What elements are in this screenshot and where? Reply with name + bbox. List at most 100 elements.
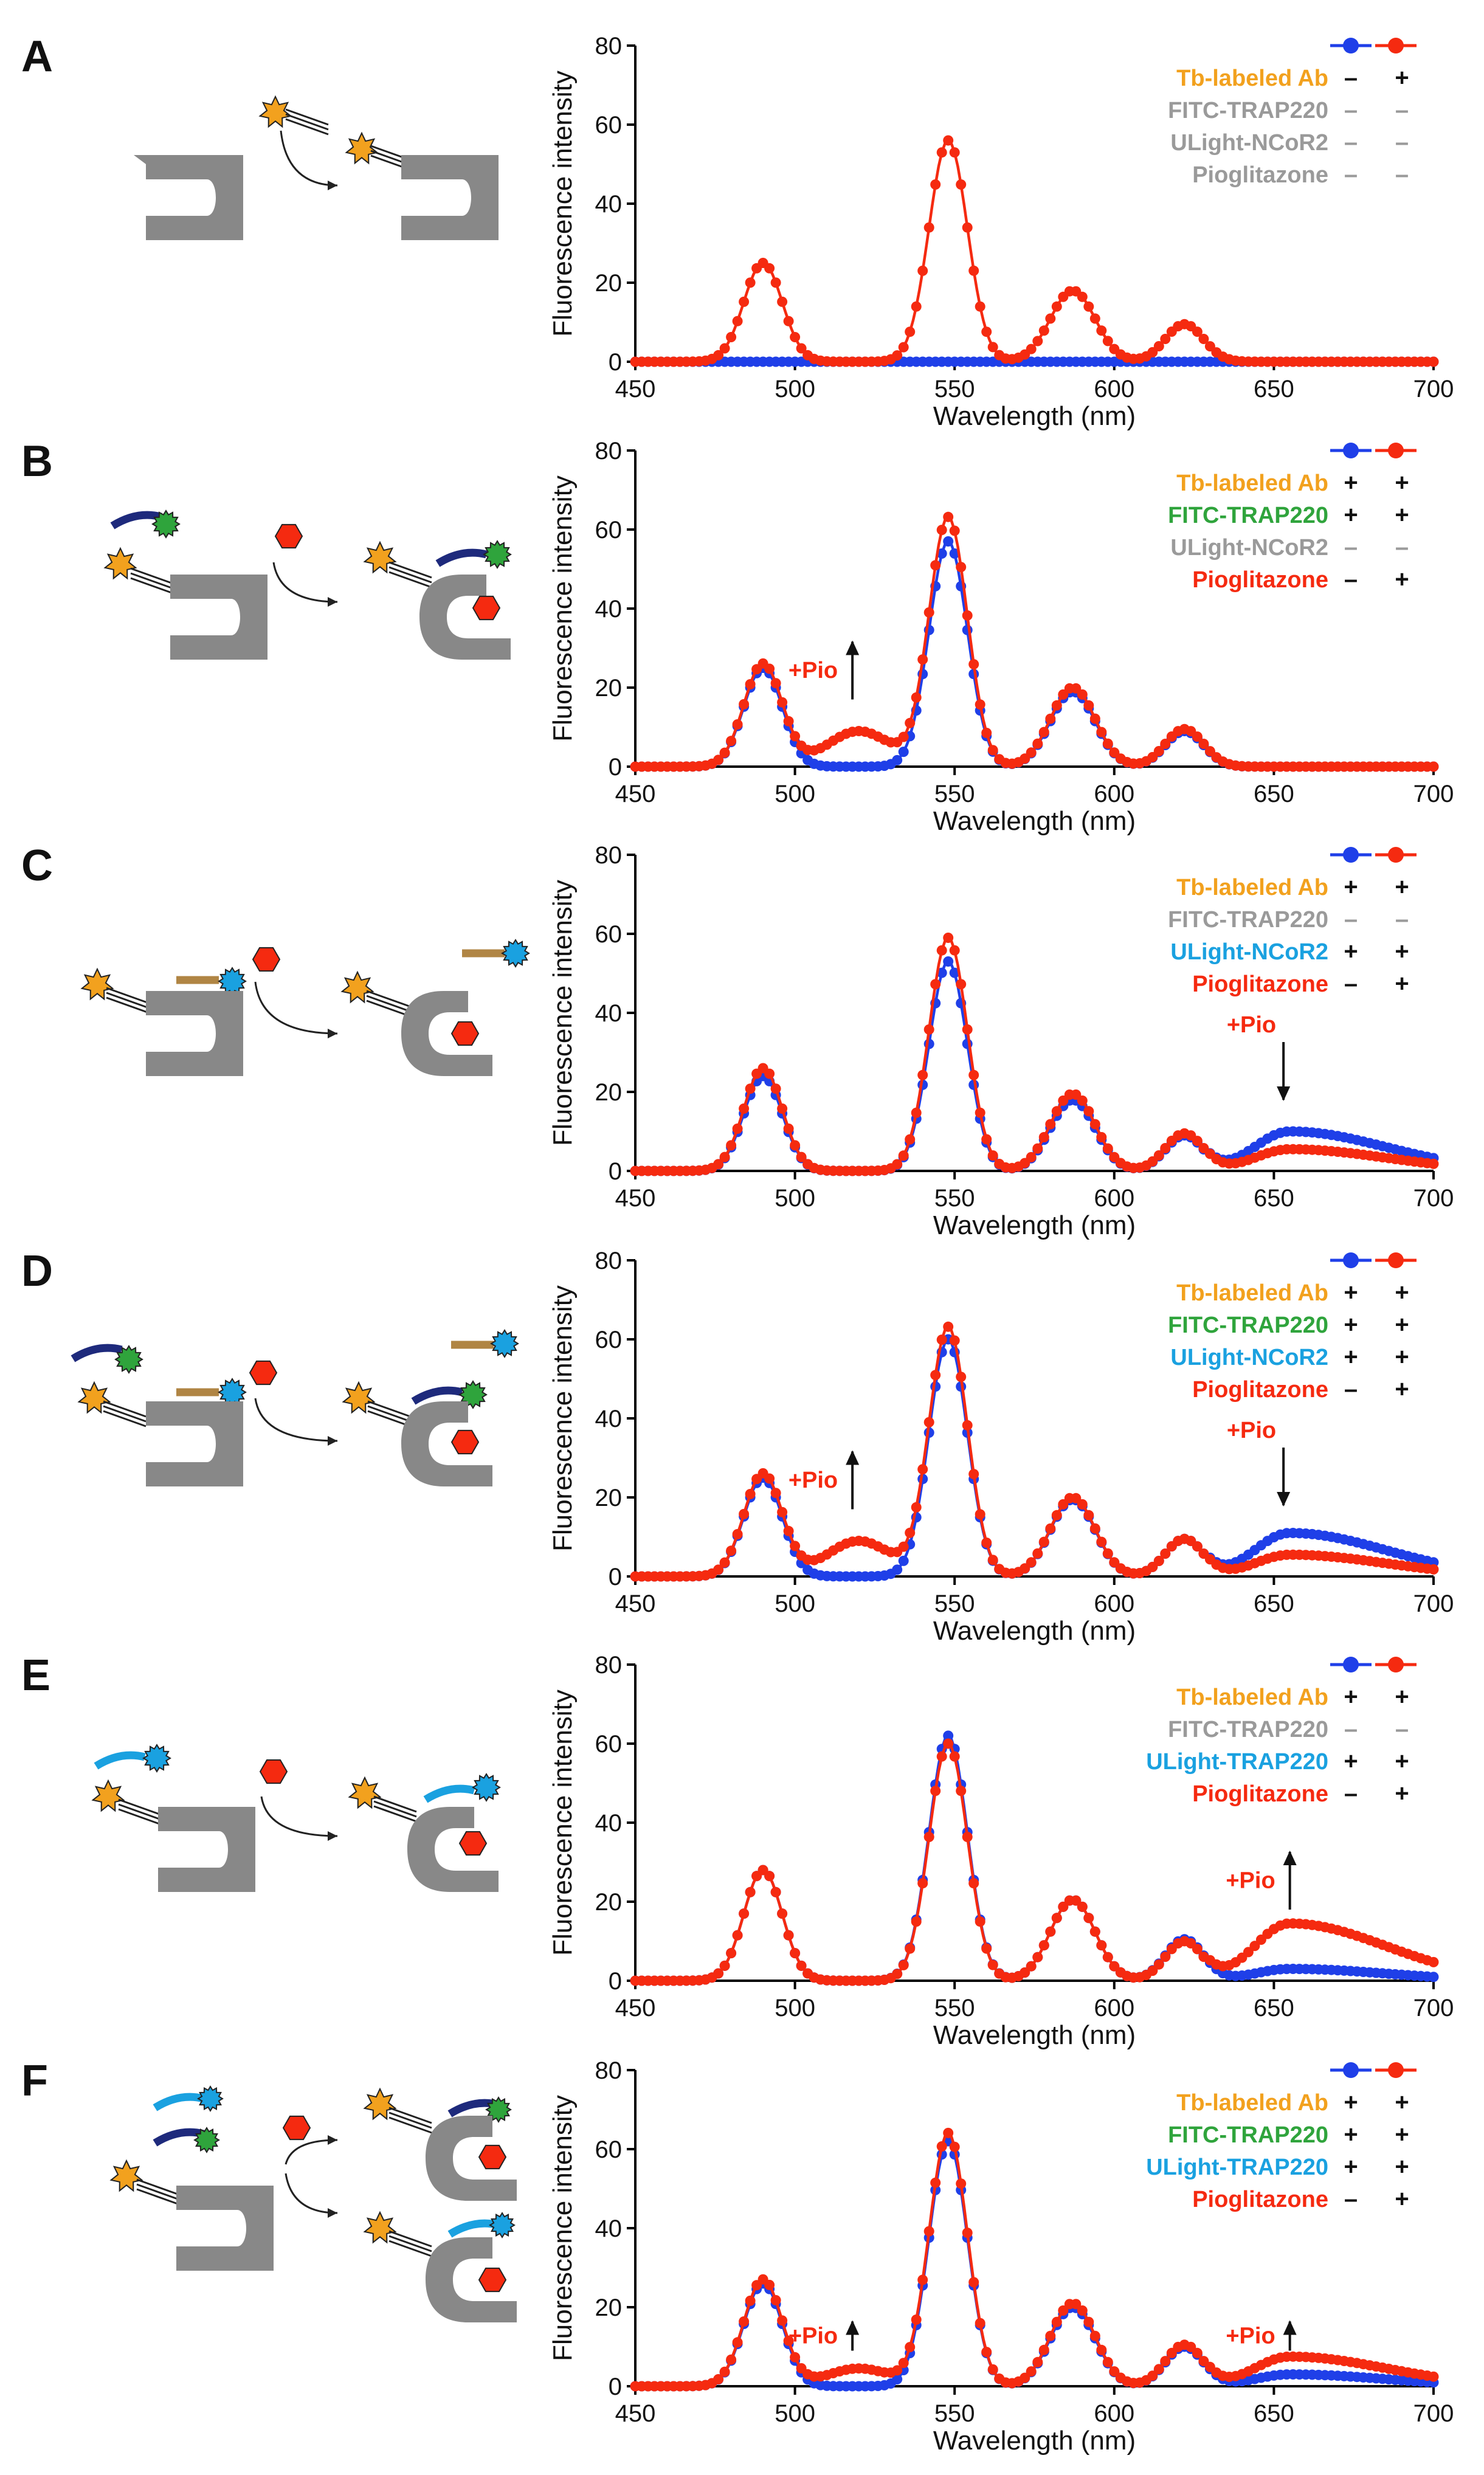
legend-value-red: + [1395, 1311, 1409, 1338]
receptor-icon [170, 575, 267, 660]
y-tick-label: 20 [595, 1485, 623, 1511]
data-point [1026, 1151, 1037, 1162]
data-point [1198, 739, 1209, 749]
data-point [1083, 1913, 1094, 1924]
data-point [949, 945, 960, 956]
data-point [1096, 727, 1107, 737]
data-point [987, 1150, 998, 1161]
data-point [956, 1372, 967, 1382]
x-tick-label: 550 [934, 2400, 975, 2427]
antibody-line [366, 995, 410, 1012]
x-tick-label: 500 [775, 781, 815, 807]
data-point [745, 1886, 756, 1897]
antibody-icon [388, 2107, 432, 2134]
annotation-label: +Pio [1226, 2324, 1275, 2349]
data-point [1153, 746, 1164, 756]
y-tick-label: 0 [609, 1968, 622, 1995]
receptor-body [407, 1807, 499, 1892]
y-tick-label: 80 [595, 33, 623, 60]
receptor-body [146, 991, 243, 1076]
data-point [1083, 301, 1094, 312]
x-tick-label: 550 [934, 1185, 975, 1212]
legend-value-red: – [1395, 534, 1409, 561]
x-axis-label: Wavelength (nm) [933, 806, 1136, 836]
data-point [777, 1103, 788, 1114]
data-point [962, 222, 973, 233]
data-point [739, 1908, 750, 1919]
x-tick-label: 650 [1254, 1185, 1294, 1212]
data-point [968, 2277, 979, 2288]
data-point [783, 716, 794, 727]
legend-label: ULight-TRAP220 [1146, 1749, 1328, 1775]
reaction-arrowhead [328, 597, 337, 607]
y-axis-label: Fluorescence intensity [548, 880, 578, 1146]
legend-value-blue: + [1344, 2121, 1358, 2148]
legend-value-blue: + [1344, 1311, 1358, 1338]
data-point [936, 2141, 947, 2152]
pioglitazone-icon [458, 1831, 488, 1856]
data-point [1051, 700, 1062, 711]
data-point [1160, 1143, 1171, 1153]
data-point [739, 1508, 750, 1519]
reaction-arrowhead [328, 2135, 337, 2145]
data-point [975, 301, 985, 312]
x-tick-label: 450 [615, 781, 656, 807]
ulight-icon [142, 1744, 171, 1773]
y-tick-label: 20 [595, 270, 623, 297]
annotation-label: +Pio [789, 2324, 838, 2349]
panel-letter: B [21, 437, 53, 486]
data-point [770, 1488, 781, 1499]
data-point [1038, 1536, 1049, 1547]
data-point [923, 607, 934, 618]
data-point [713, 2374, 724, 2384]
data-point [923, 1832, 934, 1842]
data-point [936, 1751, 947, 1762]
data-point [790, 2352, 801, 2363]
legend: Tb-labeled Ab + + FITC-TRAP220 + + ULight-NCoR… [1168, 1252, 1417, 1403]
data-point [1160, 739, 1171, 749]
data-point [1051, 2316, 1062, 2327]
legend-value-blue: + [1344, 2153, 1358, 2180]
y-tick-label: 80 [595, 1652, 623, 1679]
data-point [1243, 1947, 1254, 1958]
antibody-icon [103, 1400, 147, 1427]
reaction-arrowhead [328, 1029, 337, 1038]
data-point [1026, 1557, 1037, 1568]
data-point [1089, 1926, 1100, 1937]
data-point [732, 719, 743, 730]
data-point [898, 747, 909, 758]
legend-marker-red [1388, 38, 1404, 54]
data-point [898, 731, 909, 742]
legend-value-blue: – [1344, 1376, 1358, 1403]
data-point [739, 699, 750, 709]
legend-value-blue: + [1344, 938, 1358, 965]
data-point [713, 1968, 724, 1979]
data-point [930, 979, 941, 990]
x-axis-label: Wavelength (nm) [933, 1616, 1136, 1646]
legend-value-blue: – [1344, 1780, 1358, 1807]
panel-letter: C [21, 841, 53, 890]
data-point [745, 277, 756, 288]
data-point [770, 277, 781, 288]
antibody-line [103, 1405, 147, 1423]
y-tick-label: 60 [595, 921, 623, 948]
legend-value-blue: – [1344, 1716, 1358, 1742]
data-point [726, 2354, 737, 2365]
reaction-arrowhead [328, 181, 337, 190]
data-point [1038, 2344, 1049, 2355]
data-point [1428, 1158, 1439, 1169]
data-point [1096, 1536, 1107, 1547]
x-tick-label: 500 [775, 2400, 815, 2427]
x-tick-label: 550 [934, 1590, 975, 1617]
annotation-label: +Pio [1226, 1868, 1275, 1894]
data-point [949, 1751, 960, 1762]
data-point [1077, 291, 1088, 302]
data-point [719, 1557, 730, 1568]
data-point [892, 1159, 903, 1170]
data-point [777, 2315, 788, 2326]
ulight-trap220-peptide-icon [94, 1751, 146, 1770]
y-tick-label: 80 [595, 1248, 623, 1274]
series-red [630, 1738, 1439, 1986]
panel-E: E 0 20 40 60 80 450 500 550 600 650 700 Wavelength (… [21, 1651, 1454, 2050]
data-point [968, 1469, 979, 1480]
